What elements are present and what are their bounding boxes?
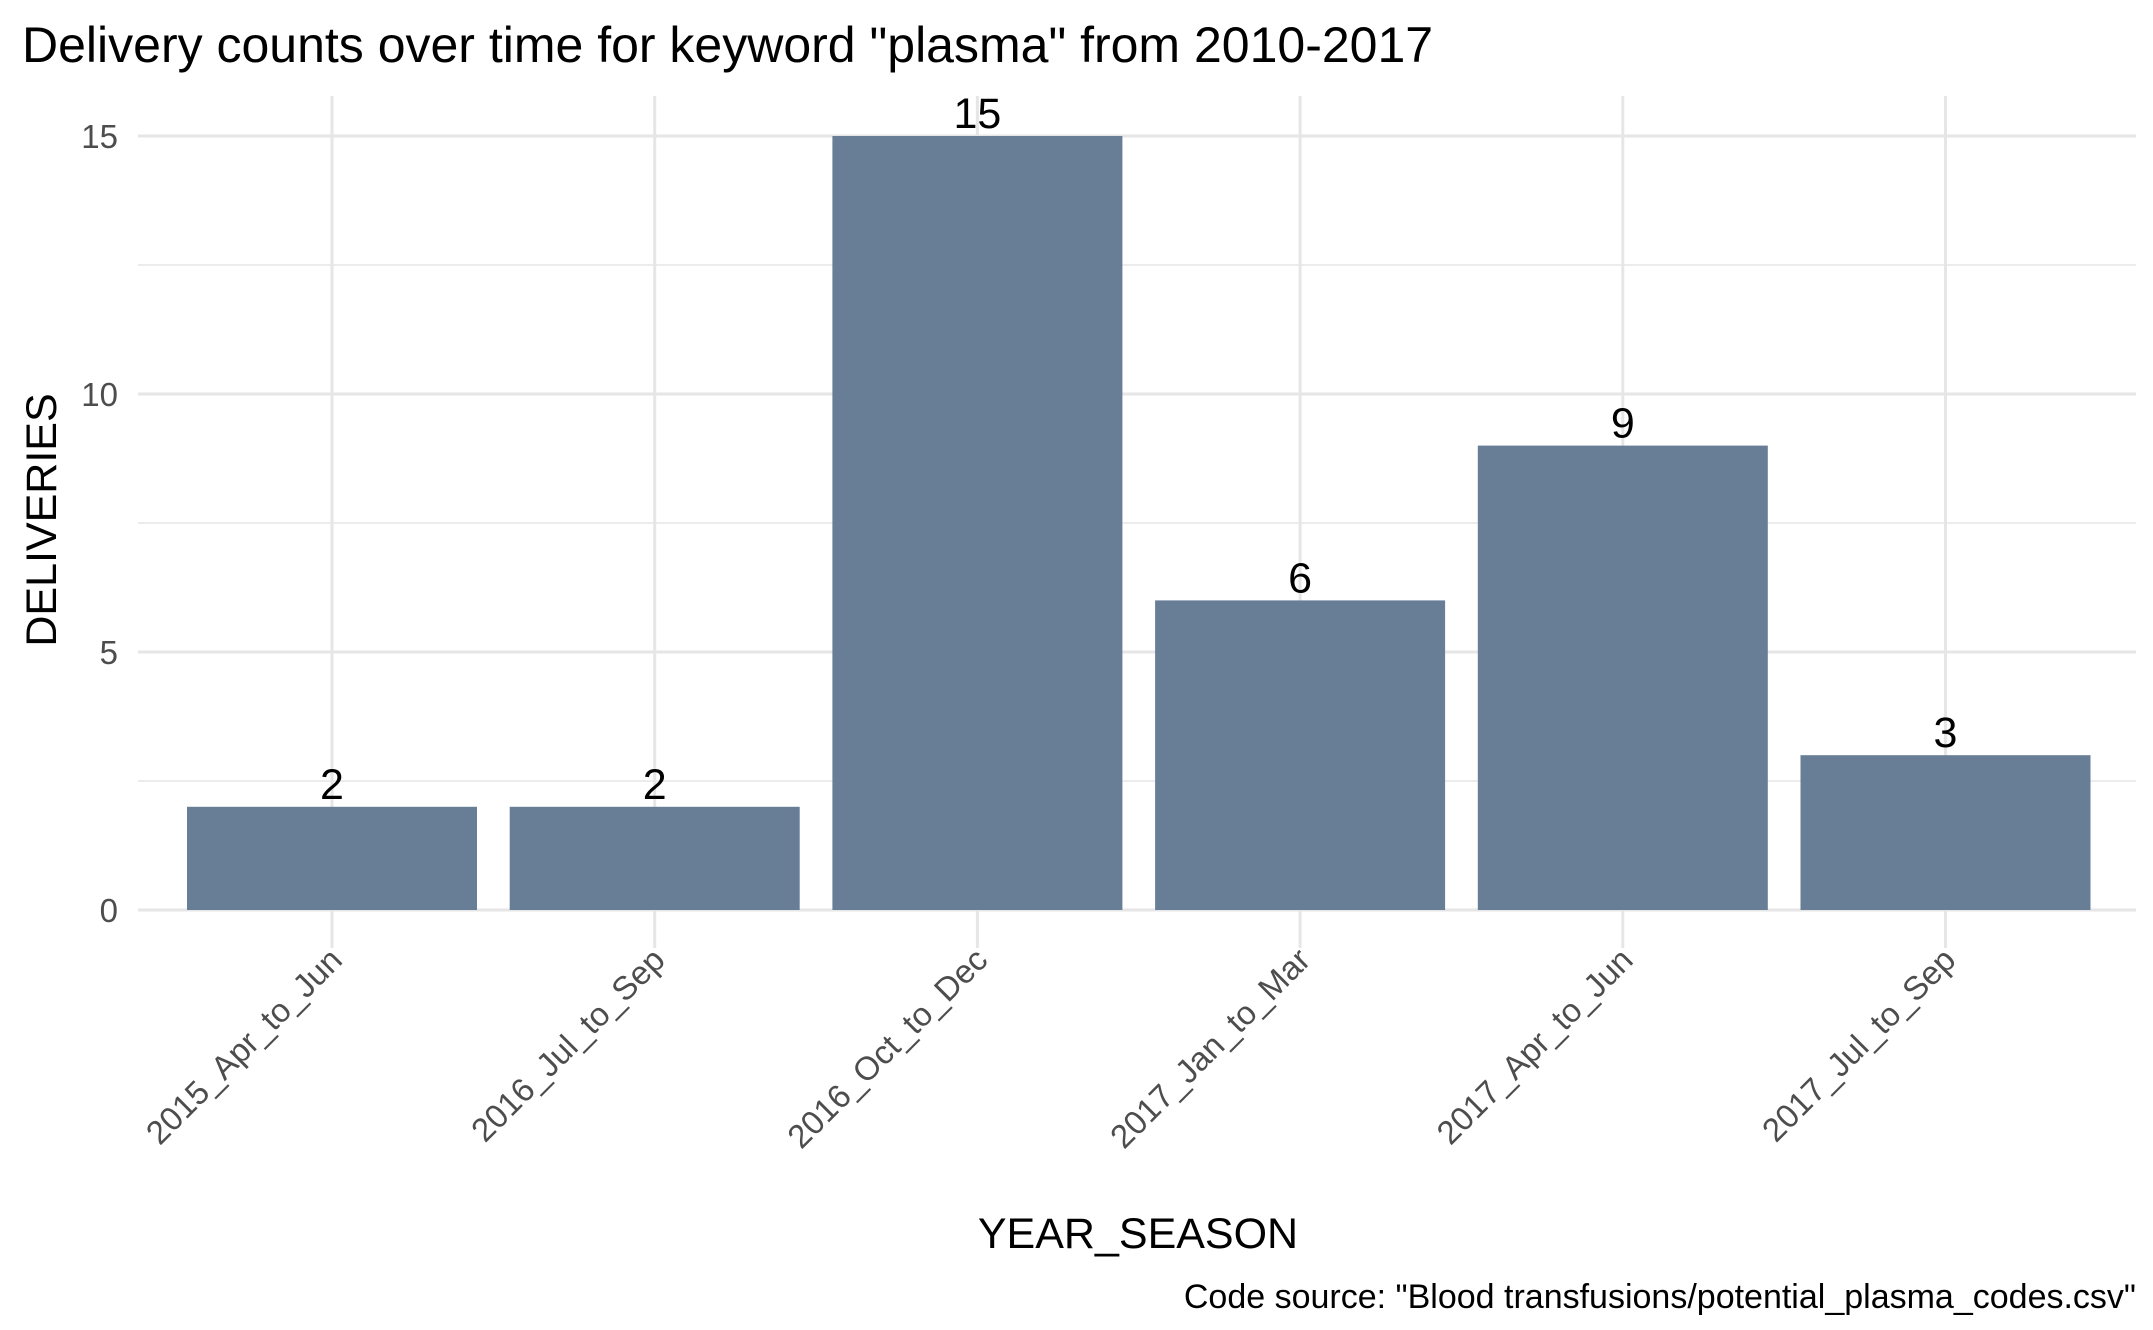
x-axis-title: YEAR_SEASON <box>978 1210 1298 1258</box>
bar-value-label: 3 <box>1934 709 1958 757</box>
bar <box>1155 600 1446 910</box>
bar <box>509 806 800 910</box>
bar-value-label: 15 <box>953 90 1001 138</box>
y-tick-label: 15 <box>81 118 118 155</box>
chart-caption: Code source: "Blood transfusions/potenti… <box>1184 1278 2136 1316</box>
x-tick-label: 2017_Jan_to_Mar <box>1103 941 1317 1155</box>
chart-title: Delivery counts over time for keyword "p… <box>22 17 1433 73</box>
bar <box>1800 755 2091 910</box>
y-axis-ticks: 0 5 10 15 <box>81 118 118 929</box>
x-tick-label: 2016_Jul_to_Sep <box>464 941 672 1149</box>
y-tick-label: 0 <box>100 892 118 929</box>
bars <box>187 136 2091 910</box>
bar <box>187 806 477 910</box>
x-tick-label: 2017_Apr_to_Jun <box>1429 941 1639 1151</box>
data-labels: 2 2 15 6 9 3 <box>320 90 1957 809</box>
bar-value-label: 2 <box>643 761 667 809</box>
y-axis-title: DELIVERIES <box>18 393 66 646</box>
bar <box>1477 445 1768 910</box>
x-axis-ticks: 2015_Apr_to_Jun 2016_Jul_to_Sep 2016_Oct_t… <box>139 941 1963 1155</box>
y-tick-label: 10 <box>81 376 118 413</box>
x-tick-label: 2016_Oct_to_Dec <box>780 941 994 1155</box>
x-tick-label: 2017_Jul_to_Sep <box>1755 941 1963 1149</box>
bar <box>832 136 1123 910</box>
bar-value-label: 6 <box>1288 554 1312 602</box>
bar-value-label: 9 <box>1611 400 1635 448</box>
bar-value-label: 2 <box>320 761 344 809</box>
y-tick-label: 5 <box>100 634 118 671</box>
x-tick-label: 2015_Apr_to_Jun <box>139 941 349 1151</box>
